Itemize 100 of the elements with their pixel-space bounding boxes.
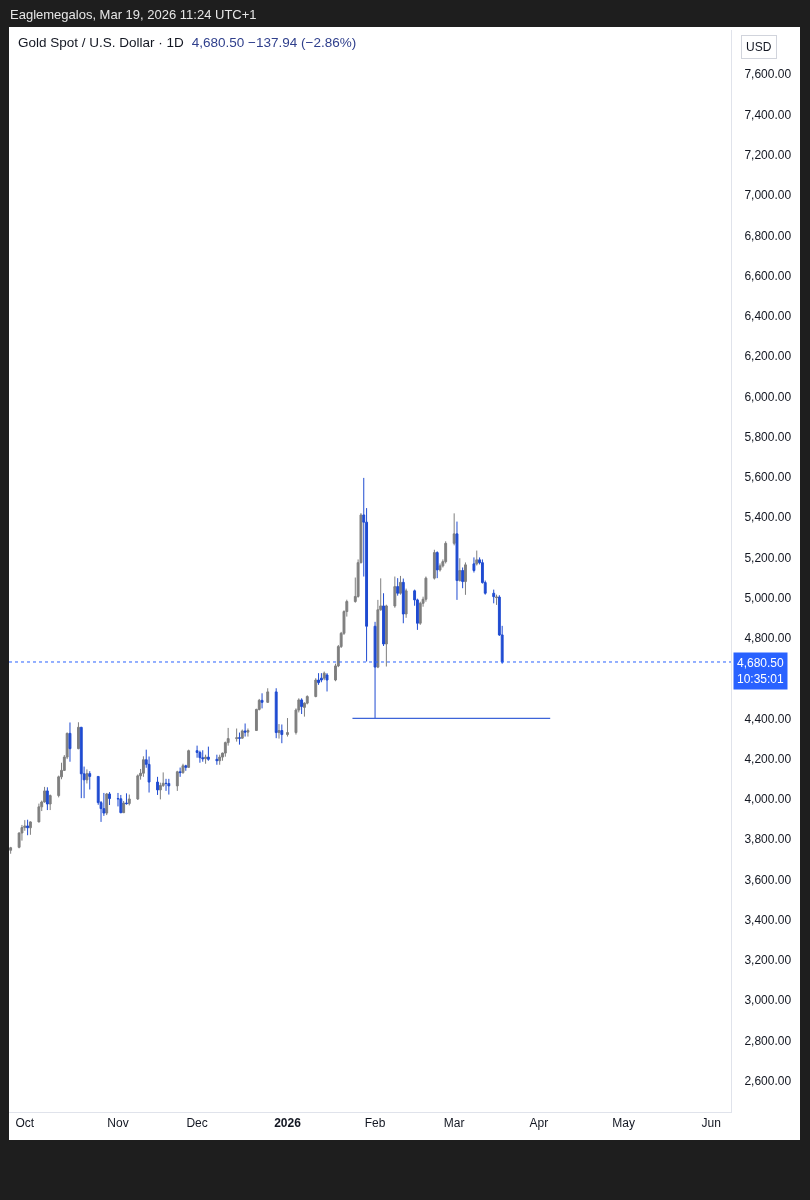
candlestick — [181, 763, 185, 775]
y-tick-label: 6,400.00 — [744, 309, 792, 324]
candlestick — [384, 604, 388, 668]
candlestick — [444, 540, 448, 564]
candlestick — [266, 687, 270, 704]
candlestick — [88, 770, 92, 791]
y-tick-label: 3,400.00 — [744, 912, 792, 927]
candlestick — [274, 687, 278, 739]
candlestick — [418, 601, 422, 626]
candlestick — [424, 576, 428, 603]
candlestick — [435, 550, 439, 579]
candlestick — [325, 672, 329, 692]
candlestick — [235, 728, 239, 743]
candlestick — [401, 578, 405, 624]
y-tick-label: 6,200.00 — [744, 349, 792, 364]
x-tick-label: Mar — [443, 1116, 465, 1131]
y-tick-label: 5,000.00 — [744, 590, 792, 605]
candlestick — [175, 770, 179, 792]
candlestick — [156, 776, 159, 796]
candlestick — [260, 692, 264, 709]
candlestick — [48, 794, 52, 811]
candlestick — [300, 697, 304, 715]
y-tick-label: 4,400.00 — [744, 711, 792, 726]
candlestick — [108, 791, 111, 806]
candlestick — [399, 575, 402, 596]
candlestick — [472, 556, 476, 574]
candlestick — [393, 576, 397, 609]
candlestick — [198, 750, 202, 764]
candlestick — [45, 786, 49, 811]
x-tick-label: 2026 — [274, 1116, 302, 1131]
candlestick — [286, 717, 289, 736]
candlestick — [164, 778, 168, 792]
text: Eaglemegalos, Mar 19, 2026 11:24 UTC+1 — [10, 7, 257, 22]
chart-title: Gold Spot / U.S. Dollar · 1D — [18, 35, 184, 50]
candlestick — [317, 672, 320, 686]
x-tick-label: Feb — [364, 1116, 386, 1131]
candlestick — [127, 794, 131, 806]
candlestick — [455, 521, 459, 601]
candlestick — [240, 729, 244, 740]
ref-line-label: 4,680.50 10:35:01 — [737, 656, 785, 686]
chart-subtitle: 4,680.50 −137.94 (−2.86%) — [191, 35, 357, 50]
y-tick-label: 5,600.00 — [744, 470, 792, 485]
candlestick — [246, 728, 250, 738]
candlestick — [195, 745, 199, 759]
y-tick-label: 3,800.00 — [744, 832, 792, 847]
candlestick — [495, 594, 498, 606]
candlestick — [167, 778, 171, 796]
candlestick — [314, 677, 318, 698]
candlestick — [9, 846, 13, 855]
candlestick — [280, 723, 284, 744]
candlestick — [187, 749, 191, 769]
candlestick — [218, 754, 222, 766]
candlestick — [458, 557, 462, 583]
candlestick — [125, 792, 128, 806]
candlestick — [438, 562, 442, 572]
x-tick-label: Oct — [15, 1116, 35, 1131]
candlestick — [77, 721, 80, 750]
y-tick-label: 6,000.00 — [744, 389, 792, 404]
y-tick-label: 5,200.00 — [744, 550, 792, 565]
candlestick — [382, 592, 385, 647]
candlestick — [178, 767, 182, 778]
y-tick-label: 3,600.00 — [744, 872, 792, 887]
candlestick — [492, 589, 496, 604]
candlestick — [206, 746, 210, 762]
candlestick — [105, 792, 109, 816]
candlestick — [243, 722, 247, 738]
candlestick — [184, 764, 188, 772]
y-tick-label: 3,000.00 — [744, 993, 792, 1008]
candlestick — [122, 800, 126, 814]
candlestick — [464, 561, 467, 596]
candlestick — [461, 566, 465, 589]
candlestick — [119, 794, 123, 814]
candlestick — [238, 732, 241, 746]
candlestick — [37, 803, 41, 823]
y-tick-label: 3,200.00 — [744, 953, 792, 968]
candlestick — [404, 588, 408, 619]
candlestick — [141, 755, 145, 778]
y-tick-label: 7,400.00 — [744, 107, 792, 122]
y-tick-label: 7,200.00 — [744, 148, 792, 163]
candlestick — [136, 773, 140, 801]
y-axis-title: USD — [746, 40, 772, 54]
y-tick-label: 5,800.00 — [744, 429, 792, 444]
x-tick-label: Apr — [529, 1116, 549, 1131]
x-tick-label: Jun — [701, 1116, 721, 1131]
candlestick — [85, 768, 89, 784]
candlestick — [201, 749, 205, 763]
candlestick — [319, 672, 323, 683]
y-tick-label: 4,200.00 — [744, 751, 792, 766]
y-tick-label: 2,600.00 — [744, 1074, 792, 1088]
candlestick — [79, 726, 83, 799]
x-tick-label: Nov — [107, 1116, 129, 1131]
y-tick-label: 6,800.00 — [744, 228, 792, 243]
y-tick-label: 7,000.00 — [744, 188, 792, 203]
candlestick — [277, 723, 281, 740]
x-tick-label: Dec — [186, 1116, 208, 1131]
y-tick-label: 2,800.00 — [744, 1033, 792, 1048]
y-tick-label: 4,800.00 — [744, 631, 792, 646]
y-tick-label: 6,600.00 — [744, 268, 792, 283]
candlestick — [373, 621, 377, 719]
x-tick-label: May — [612, 1116, 635, 1131]
